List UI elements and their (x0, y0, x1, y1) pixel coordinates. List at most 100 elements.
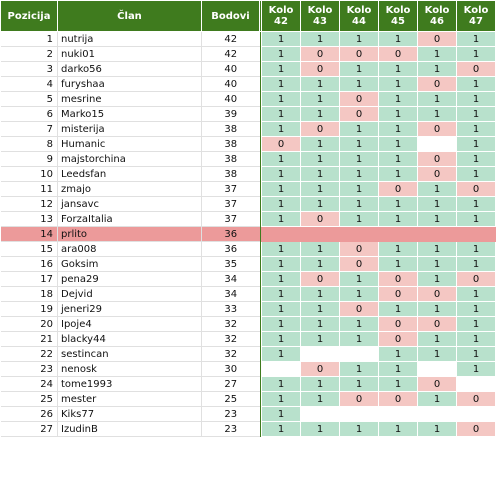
round-result-cell: 1 (339, 421, 379, 437)
table-row[interactable]: 27 IzudinB 23 1 1 1 1 1 0 (0, 421, 496, 437)
header-points[interactable]: Bodovi (201, 0, 260, 32)
row-gap (259, 91, 262, 107)
table-row[interactable]: 12 jansavc 37 1 1 1 1 1 1 (0, 196, 496, 212)
row-gap (259, 286, 262, 302)
table-row[interactable]: 13 ForzaItalia 37 1 0 1 1 1 1 (0, 211, 496, 227)
row-member: majstorchina (57, 151, 202, 167)
table-row[interactable]: 22 sestincan 32 1 1 1 1 (0, 346, 496, 362)
table-row[interactable]: 17 pena29 34 1 0 1 0 1 0 (0, 271, 496, 287)
header-round-43[interactable]: Kolo 43 (300, 0, 340, 32)
round-result-cell: 1 (261, 241, 301, 257)
table-row[interactable]: 25 mester 25 1 1 0 0 1 0 (0, 391, 496, 407)
table-row[interactable]: 19 jeneri29 33 1 1 0 1 1 1 (0, 301, 496, 317)
table-row[interactable]: 24 tome1993 27 1 1 1 1 0 (0, 376, 496, 392)
round-result-cell: 0 (417, 376, 457, 392)
round-result-cell: 0 (456, 421, 496, 437)
round-result-cell: 1 (417, 301, 457, 317)
table-row[interactable]: 21 blacky44 32 1 1 1 0 1 1 (0, 331, 496, 347)
row-position: 9 (0, 151, 58, 167)
row-member: nenosk (57, 361, 202, 377)
row-member: pena29 (57, 271, 202, 287)
round-result-cell: 0 (378, 316, 418, 332)
round-result-cell: 1 (456, 331, 496, 347)
table-row[interactable]: 7 misterija 38 1 0 1 1 0 1 (0, 121, 496, 137)
table-row[interactable]: 15 ara008 36 1 1 0 1 1 1 (0, 241, 496, 257)
row-position: 4 (0, 76, 58, 92)
round-result-cell: 1 (378, 61, 418, 77)
header-position[interactable]: Pozicija (0, 0, 58, 32)
round-result-cell: 1 (417, 346, 457, 362)
round-result-cell: 1 (339, 271, 379, 287)
round-result-cell: 1 (378, 256, 418, 272)
table-row-highlighted[interactable]: 14 prlito 36 (0, 226, 496, 242)
row-points: 33 (201, 301, 260, 317)
standings-body: 1 nutrija 42 1 1 1 1 0 1 2 nuki01 42 1 0 0 0 1 1 3 darko56 4… (0, 31, 496, 437)
round-result-cell: 1 (417, 46, 457, 62)
table-row[interactable]: 20 Ipoje4 32 1 1 1 0 0 1 (0, 316, 496, 332)
table-row[interactable]: 18 Dejvid 34 1 1 1 0 0 1 (0, 286, 496, 302)
round-result-cell: 1 (456, 346, 496, 362)
table-row[interactable]: 6 Marko15 39 1 1 0 1 1 1 (0, 106, 496, 122)
row-position: 2 (0, 46, 58, 62)
header-round-47[interactable]: Kolo 47 (456, 0, 496, 32)
row-member: mesrine (57, 91, 202, 107)
round-result-cell: 1 (417, 241, 457, 257)
table-row[interactable]: 26 Kiks77 23 1 (0, 406, 496, 422)
row-member: prlito (57, 226, 202, 242)
round-result-cell: 1 (339, 166, 379, 182)
row-position: 21 (0, 331, 58, 347)
row-points: 32 (201, 316, 260, 332)
round-result-cell: 1 (378, 361, 418, 377)
header-round-45[interactable]: Kolo 45 (378, 0, 418, 32)
round-result-cell: 1 (417, 391, 457, 407)
row-gap (259, 31, 262, 47)
header-round-46[interactable]: Kolo 46 (417, 0, 457, 32)
table-row[interactable]: 5 mesrine 40 1 1 0 1 1 1 (0, 91, 496, 107)
table-row[interactable]: 2 nuki01 42 1 0 0 0 1 1 (0, 46, 496, 62)
table-row[interactable]: 3 darko56 40 1 0 1 1 1 0 (0, 61, 496, 77)
round-result-cell: 0 (378, 286, 418, 302)
round-result-cell: 0 (339, 241, 379, 257)
round-result-cell: 0 (300, 211, 340, 227)
row-gap (259, 271, 262, 287)
table-row[interactable]: 8 Humanic 38 0 1 1 1 1 (0, 136, 496, 152)
round-result-cell: 1 (456, 151, 496, 167)
row-position: 10 (0, 166, 58, 182)
row-member: mester (57, 391, 202, 407)
standings-table: Pozicija Član Bodovi Kolo 42 Kolo 43 Kol… (0, 0, 496, 437)
table-row[interactable]: 1 nutrija 42 1 1 1 1 0 1 (0, 31, 496, 47)
round-result-cell: 1 (417, 271, 457, 287)
row-member: Goksim (57, 256, 202, 272)
row-points: 38 (201, 136, 260, 152)
round-result-cell: 0 (261, 136, 301, 152)
table-row[interactable]: 10 Leedsfan 38 1 1 1 1 0 1 (0, 166, 496, 182)
table-row[interactable]: 11 zmajo 37 1 1 1 0 1 0 (0, 181, 496, 197)
header-round-42[interactable]: Kolo 42 (261, 0, 301, 32)
round-result-cell: 1 (456, 286, 496, 302)
header-round-44[interactable]: Kolo 44 (339, 0, 379, 32)
row-gap (259, 121, 262, 137)
table-row[interactable]: 16 Goksim 35 1 1 0 1 1 1 (0, 256, 496, 272)
round-result-cell: 0 (339, 391, 379, 407)
row-points: 38 (201, 151, 260, 167)
round-result-cell: 1 (456, 256, 496, 272)
round-result-cell: 1 (261, 301, 301, 317)
round-result-cell: 0 (456, 271, 496, 287)
table-row[interactable]: 4 furyshaa 40 1 1 1 1 0 1 (0, 76, 496, 92)
row-points: 40 (201, 91, 260, 107)
round-result-cell: 1 (456, 106, 496, 122)
row-points: 25 (201, 391, 260, 407)
round-result-cell: 1 (261, 46, 301, 62)
row-points: 40 (201, 76, 260, 92)
round-result-cell: 1 (417, 421, 457, 437)
header-member[interactable]: Član (57, 0, 202, 32)
table-row[interactable]: 23 nenosk 30 0 1 1 1 (0, 361, 496, 377)
round-result-cell: 1 (378, 166, 418, 182)
row-gap (259, 166, 262, 182)
table-row[interactable]: 9 majstorchina 38 1 1 1 1 0 1 (0, 151, 496, 167)
round-result-cell: 0 (417, 166, 457, 182)
round-result-cell: 1 (417, 211, 457, 227)
row-member: jeneri29 (57, 301, 202, 317)
row-gap (259, 331, 262, 347)
round-result-cell: 1 (261, 376, 301, 392)
